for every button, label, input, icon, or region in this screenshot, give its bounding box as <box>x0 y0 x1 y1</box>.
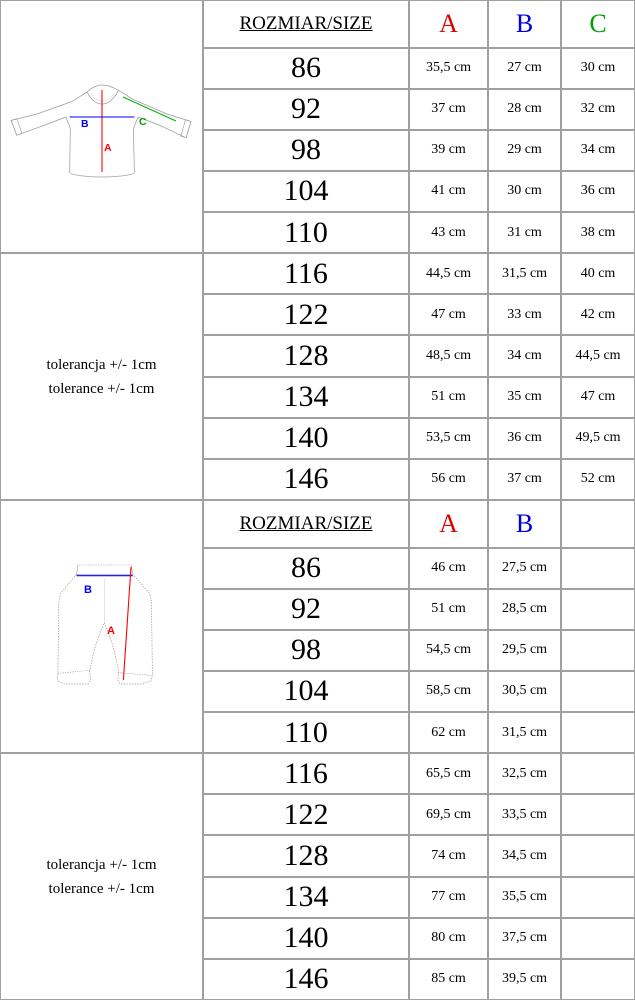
svg-text:B: B <box>81 118 89 130</box>
svg-text:B: B <box>84 584 92 596</box>
svg-text:C: C <box>139 116 147 128</box>
svg-text:A: A <box>104 142 112 154</box>
svg-text:A: A <box>107 625 115 637</box>
